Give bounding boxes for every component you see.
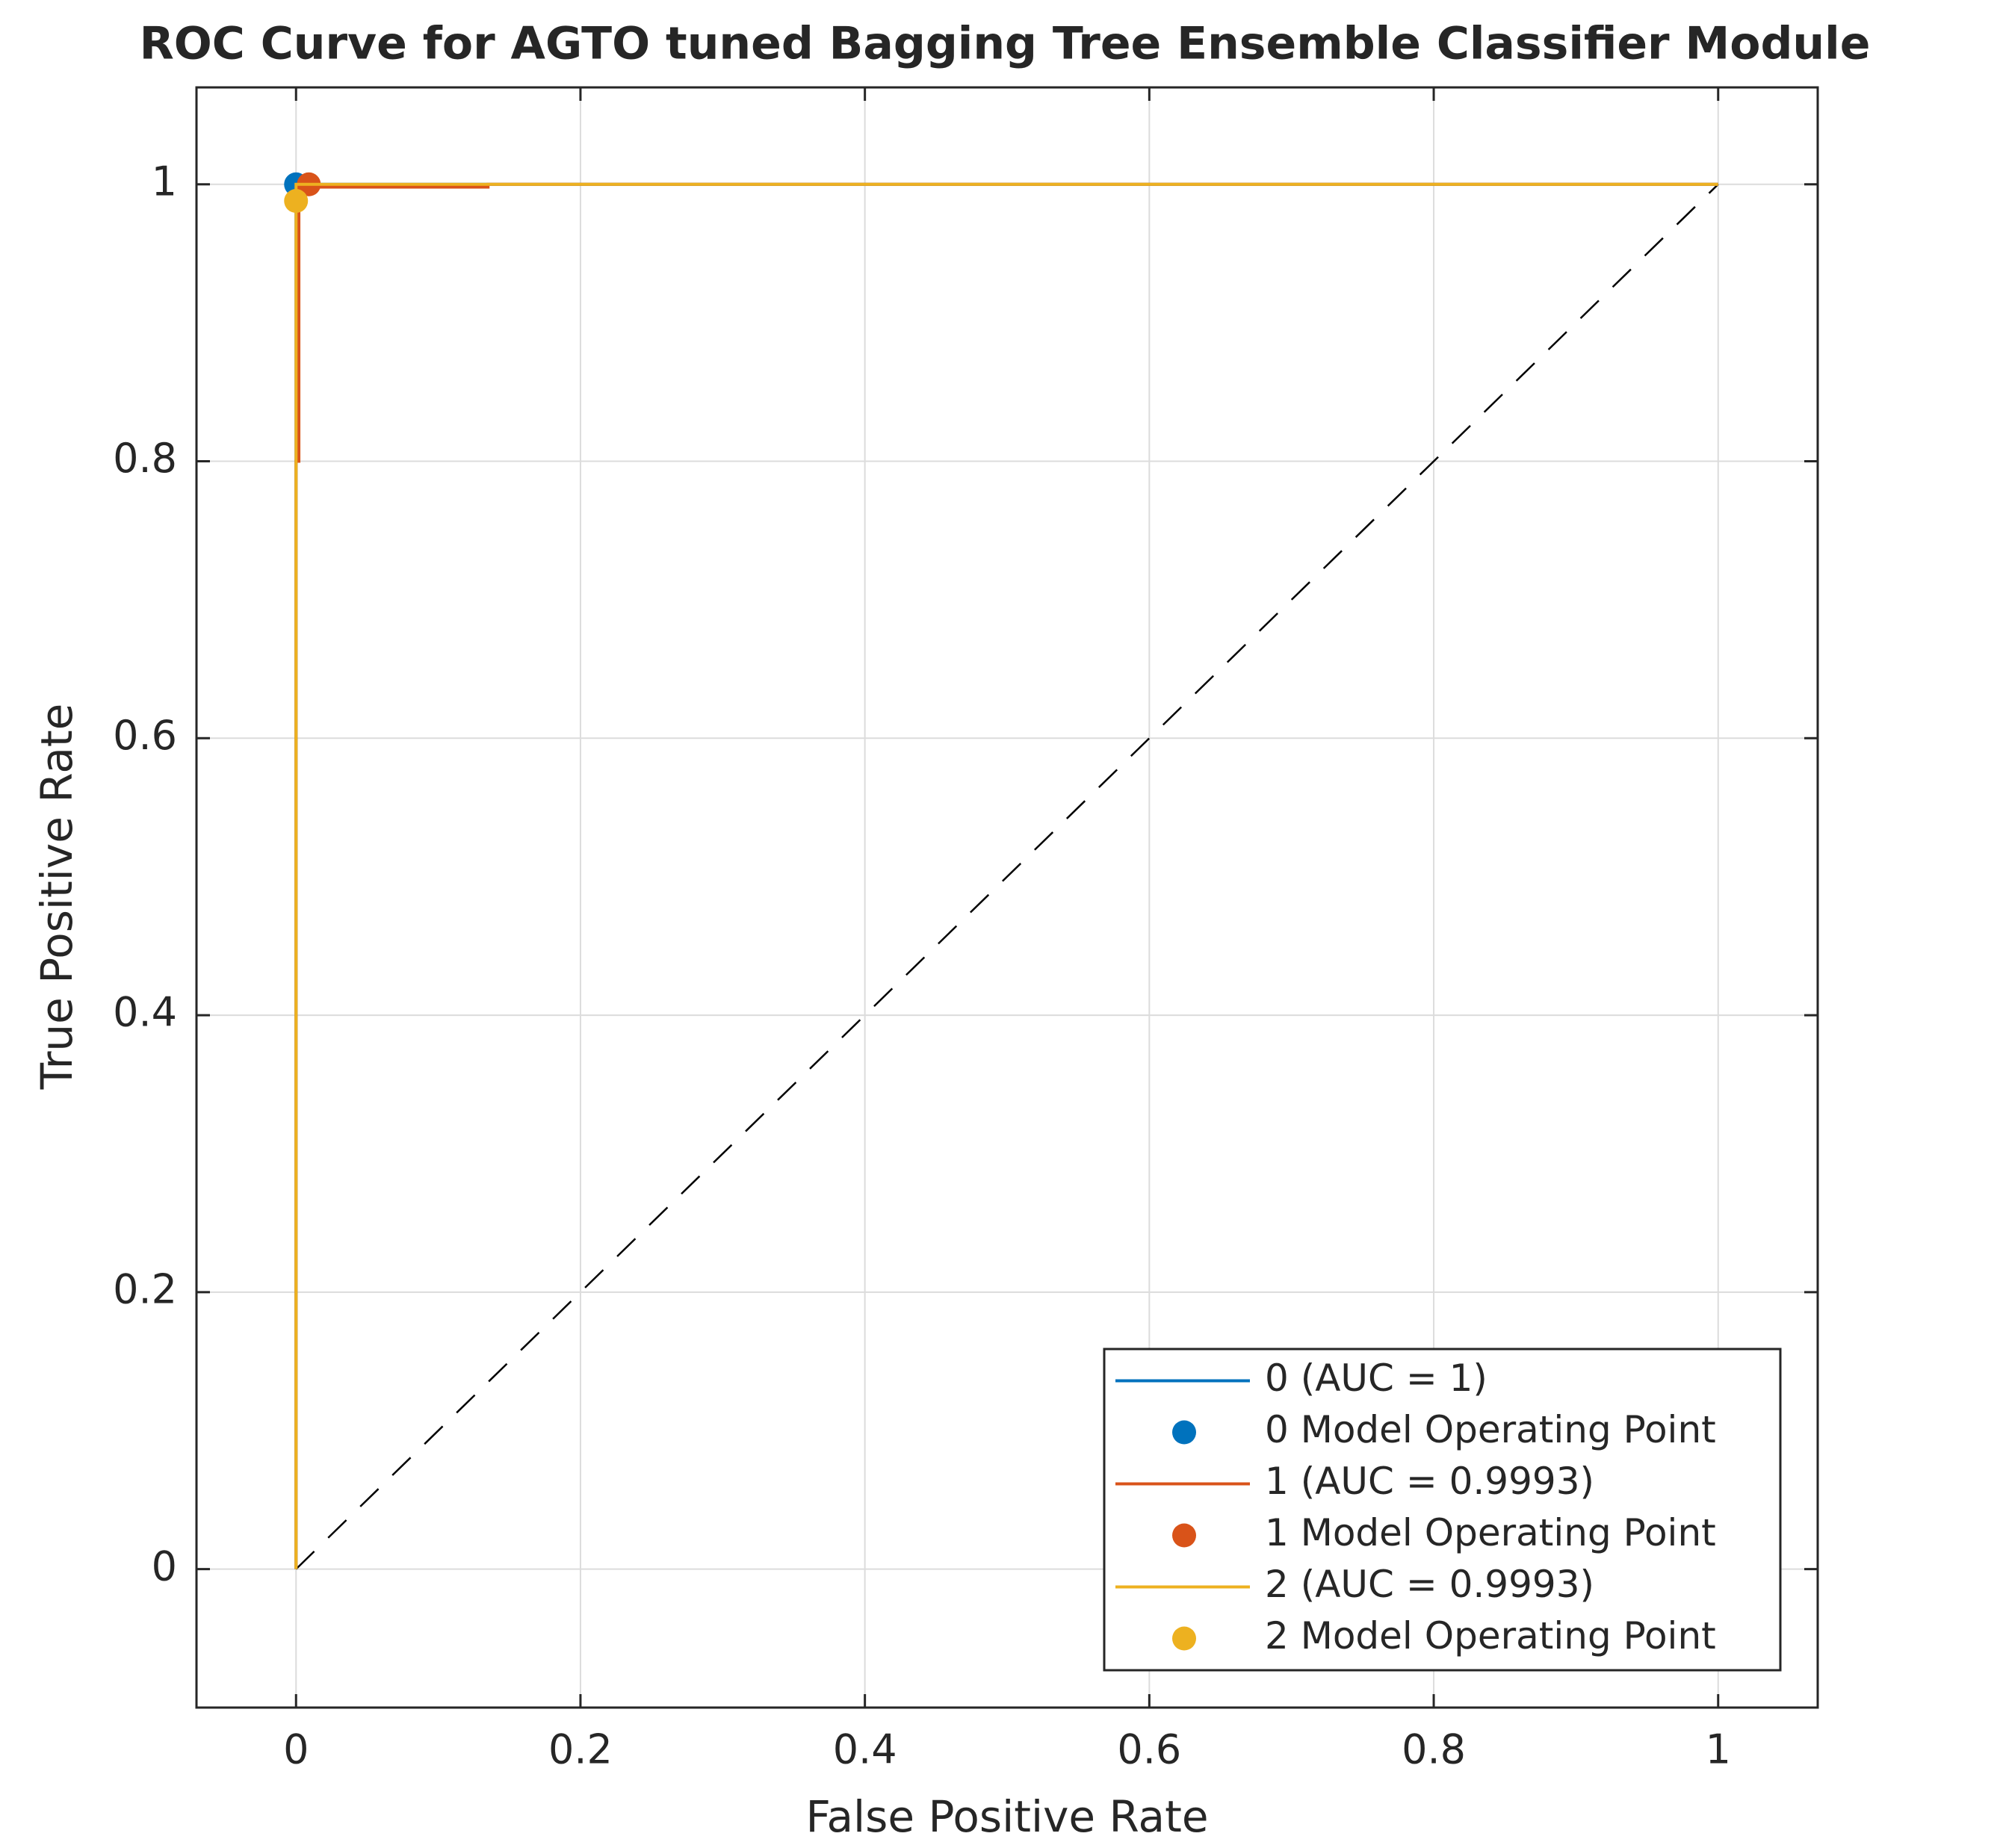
legend-label: 0 (AUC = 1) [1265, 1356, 1487, 1400]
y-tick-label: 1 [152, 158, 177, 205]
roc-curve [294, 182, 1718, 1569]
y-axis-label: True Positive Rate [31, 704, 82, 1091]
x-tick-label: 1 [1706, 1726, 1731, 1773]
legend-marker [1172, 1626, 1196, 1651]
legend-label: 1 Model Operating Point [1265, 1511, 1716, 1554]
chart-title: ROC Curve for AGTO tuned Bagging Tree En… [140, 18, 1871, 70]
legend-box [1103, 1348, 1782, 1672]
legend-label: 2 (AUC = 0.9993) [1265, 1563, 1594, 1606]
x-axis-label: False Positive Rate [805, 1791, 1208, 1842]
x-tick-label: 0.4 [833, 1726, 897, 1773]
y-tick-label: 0.2 [113, 1265, 177, 1312]
x-tick-label: 0.2 [548, 1726, 613, 1773]
x-tick-label: 0 [283, 1726, 309, 1773]
y-tick-label: 0.4 [113, 989, 177, 1036]
reference-line [295, 183, 1719, 1570]
x-tick-label: 0.8 [1402, 1726, 1466, 1773]
y-tick-label: 0.8 [113, 435, 177, 482]
legend-label: 0 Model Operating Point [1265, 1408, 1716, 1451]
operating-point [284, 189, 309, 214]
legend-label: 1 (AUC = 0.9993) [1265, 1460, 1594, 1503]
legend-marker [1172, 1523, 1196, 1548]
axes-box [195, 86, 1819, 1709]
y-tick-label: 0.6 [113, 712, 177, 759]
y-tick-label: 0 [152, 1542, 177, 1590]
legend-marker [1172, 1420, 1196, 1445]
legend-label: 2 Model Operating Point [1265, 1614, 1716, 1658]
x-tick-label: 0.6 [1117, 1726, 1181, 1773]
